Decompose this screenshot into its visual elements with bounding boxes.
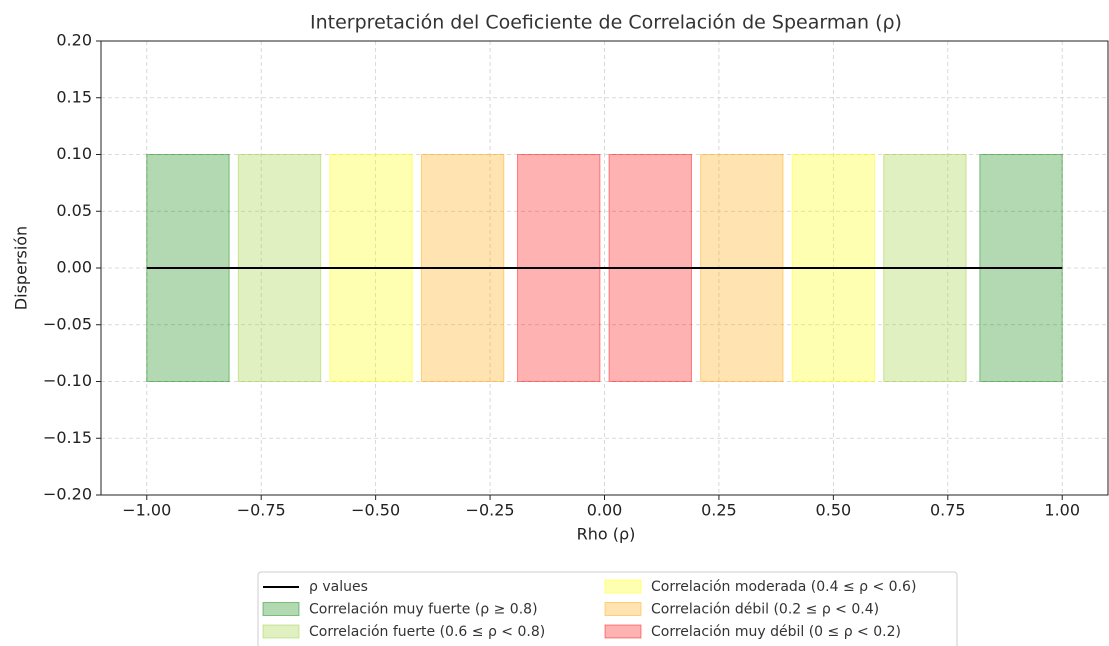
x-tick-label: 0.50 [816,501,852,520]
x-axis-label: Rho (ρ) [577,525,636,544]
legend-label: Correlación muy fuerte (ρ ≥ 0.8) [309,602,538,618]
legend-label: Correlación débil (0.2 ≤ ρ < 0.4) [651,602,879,618]
legend-patch [262,624,300,639]
x-tick-label: −0.75 [237,501,286,520]
x-tick-label: −0.50 [351,501,400,520]
y-tick-label: 0.20 [56,31,92,50]
legend-label: ρ values [309,579,368,595]
x-tick-label: 0.25 [701,501,737,520]
y-tick-label: −0.15 [43,428,92,447]
y-tick-label: −0.10 [43,371,92,390]
y-tick-label: −0.05 [43,314,92,333]
legend-patch [262,602,300,616]
legend-box [257,571,958,646]
x-tick-label: −1.00 [122,501,171,520]
y-axis-label: Dispersión [12,226,31,310]
x-tick-label: 0.75 [930,501,966,520]
x-tick-label: −0.25 [466,501,515,520]
y-tick-label: 0.05 [56,201,92,220]
x-tick-label: 1.00 [1044,501,1080,520]
legend-patch [604,579,642,594]
legend-patch [604,624,642,639]
chart-title: Interpretación del Coeficiente de Correl… [310,12,902,34]
y-tick-label: 0.15 [56,87,92,106]
legend-label: Correlación fuerte (0.6 ≤ ρ < 0.8) [309,624,545,640]
y-tick-label: −0.20 [43,485,92,504]
legend-label: Correlación muy débil (0 ≤ ρ < 0.2) [651,624,901,640]
legend-label: Correlación moderada (0.4 ≤ ρ < 0.6) [651,579,916,595]
legend-patch [604,602,642,616]
x-tick-label: 0.00 [587,501,623,520]
plot-frame [100,40,1109,496]
y-tick-label: 0.00 [56,258,92,277]
y-tick-label: 0.10 [56,144,92,163]
